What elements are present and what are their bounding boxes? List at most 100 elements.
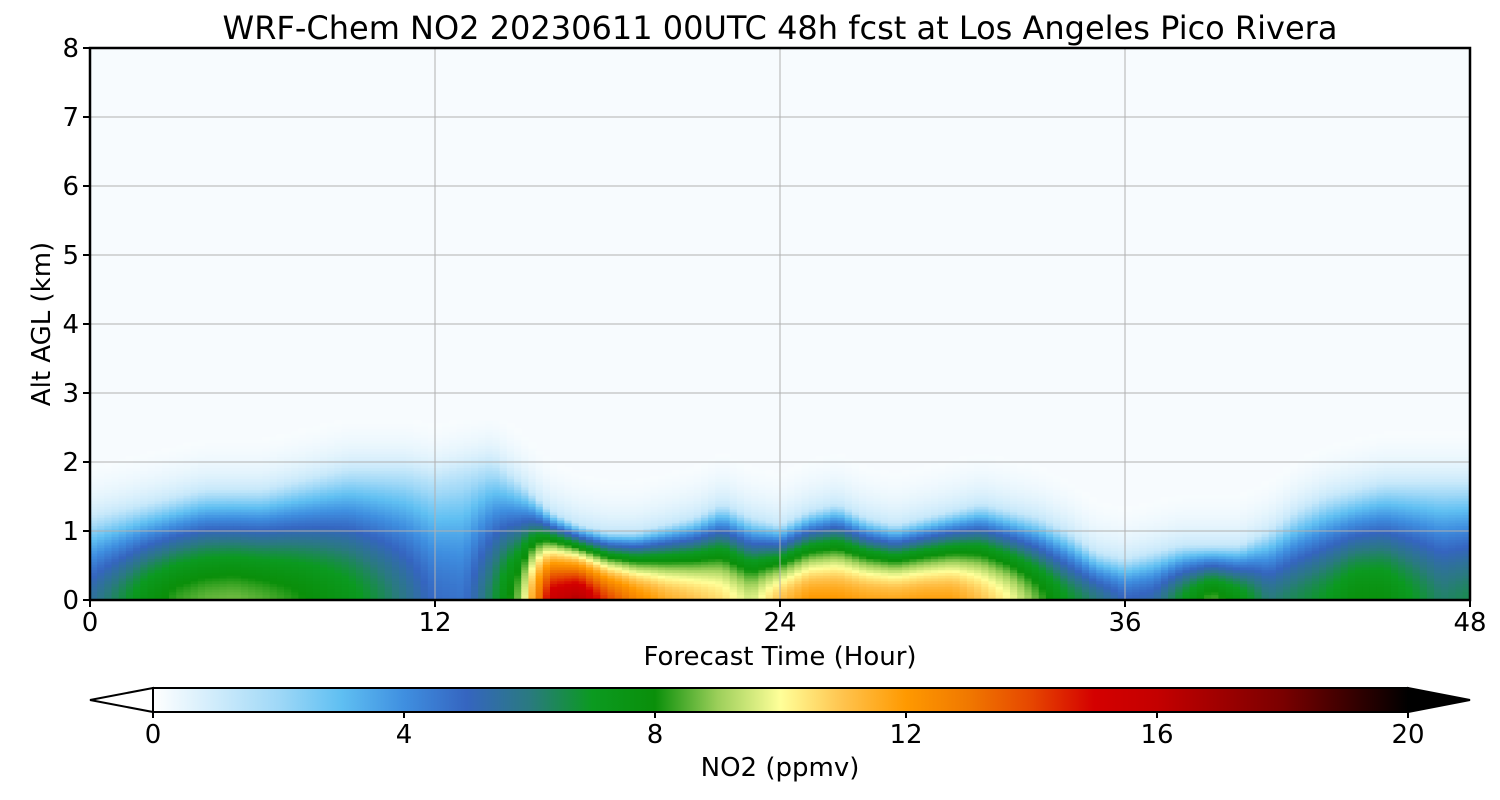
heatmap-cell <box>406 464 415 469</box>
heatmap-cell <box>125 561 134 565</box>
heatmap-cell <box>125 522 134 527</box>
heatmap-cell <box>154 475 163 480</box>
heatmap-cell <box>161 586 170 590</box>
heatmap-cell <box>276 566 285 571</box>
heatmap-cell <box>327 448 335 452</box>
heatmap-cell <box>585 514 594 518</box>
heatmap-cell <box>312 528 321 532</box>
heatmap-cell <box>485 503 494 507</box>
heatmap-cell <box>133 550 141 554</box>
heatmap-cell <box>262 445 271 449</box>
heatmap-cell <box>212 533 220 538</box>
heatmap-cell <box>550 542 558 546</box>
heatmap-cell <box>406 481 415 485</box>
heatmap-cell <box>312 445 321 449</box>
heatmap-cell <box>636 555 645 560</box>
heatmap-cell <box>370 544 379 549</box>
heatmap-cell <box>240 486 249 491</box>
heatmap-cell <box>133 544 141 549</box>
heatmap-cell <box>506 591 515 596</box>
heatmap-cell <box>147 497 156 502</box>
heatmap-cell <box>384 550 393 554</box>
heatmap-cell <box>442 558 450 562</box>
heatmap-cell <box>550 525 558 529</box>
heatmap-cell <box>600 533 609 538</box>
heatmap-cell <box>363 470 371 474</box>
heatmap-cell <box>657 533 666 538</box>
heatmap-cell <box>463 492 472 496</box>
heatmap-cell <box>550 594 558 598</box>
heatmap-cell <box>248 448 256 452</box>
heatmap-cell <box>190 467 199 471</box>
heatmap-cell <box>212 536 220 540</box>
heatmap-cell <box>341 495 350 499</box>
heatmap-cell <box>133 586 141 590</box>
heatmap-cell <box>312 426 321 430</box>
heatmap-cell <box>305 503 314 507</box>
heatmap-cell <box>262 442 271 447</box>
heatmap-cell <box>506 583 515 587</box>
heatmap-cell <box>348 517 357 521</box>
heatmap-cell <box>97 536 105 540</box>
heatmap-cell <box>284 569 292 573</box>
heatmap-cell <box>176 583 185 587</box>
heatmap-cell <box>636 550 645 554</box>
heatmap-cell <box>449 486 458 491</box>
heatmap-cell <box>621 591 630 596</box>
heatmap-cell <box>686 591 695 596</box>
heatmap-cell <box>406 448 415 452</box>
heatmap-cell <box>169 503 177 507</box>
heatmap-cell <box>183 456 192 460</box>
heatmap-cell <box>190 561 199 565</box>
heatmap-cell <box>147 594 156 598</box>
heatmap-cell <box>133 558 141 562</box>
heatmap-cell <box>269 437 278 441</box>
heatmap-cell <box>607 481 616 485</box>
heatmap-cell <box>492 478 501 482</box>
heatmap-cell <box>413 547 422 551</box>
heatmap-cell <box>715 517 724 521</box>
heatmap-cell <box>370 553 379 557</box>
heatmap-cell <box>90 508 98 513</box>
heatmap-cell <box>205 470 213 474</box>
heatmap-cell <box>348 478 357 482</box>
heatmap-cell <box>384 489 393 493</box>
heatmap-cell <box>183 495 192 499</box>
heatmap-cell <box>456 495 465 499</box>
heatmap-cell <box>312 564 321 568</box>
heatmap-cell <box>700 566 709 571</box>
heatmap-cell <box>312 508 321 513</box>
heatmap-cell <box>226 555 235 560</box>
heatmap-cell <box>643 566 652 571</box>
heatmap-cell <box>377 481 386 485</box>
heatmap-cell <box>435 473 443 477</box>
heatmap-cell <box>320 423 328 427</box>
heatmap-cell <box>413 539 422 543</box>
heatmap-cell <box>442 588 450 593</box>
heatmap-cell <box>97 539 105 543</box>
heatmap-cell <box>312 489 321 493</box>
heatmap-cell <box>305 439 314 444</box>
heatmap-cell <box>585 495 594 499</box>
heatmap-cell <box>535 486 544 491</box>
heatmap-cell <box>571 575 580 579</box>
heatmap-cell <box>600 561 609 565</box>
heatmap-cell <box>140 588 149 593</box>
heatmap-cell <box>269 470 278 474</box>
heatmap-cell <box>269 445 278 449</box>
heatmap-cell <box>341 445 350 449</box>
heatmap-cell <box>154 473 163 477</box>
heatmap-cell <box>492 519 501 524</box>
heatmap-cell <box>420 588 429 593</box>
heatmap-cell <box>499 583 508 587</box>
heatmap-cell <box>542 542 551 546</box>
heatmap-cell <box>118 531 127 535</box>
heatmap-cell <box>449 428 458 433</box>
heatmap-cell <box>341 426 350 430</box>
heatmap-cell <box>420 503 429 507</box>
heatmap-cell <box>370 561 379 565</box>
heatmap-cell <box>97 464 105 469</box>
heatmap-cell <box>715 583 724 587</box>
heatmap-cell <box>212 500 220 504</box>
heatmap-cell <box>485 511 494 516</box>
